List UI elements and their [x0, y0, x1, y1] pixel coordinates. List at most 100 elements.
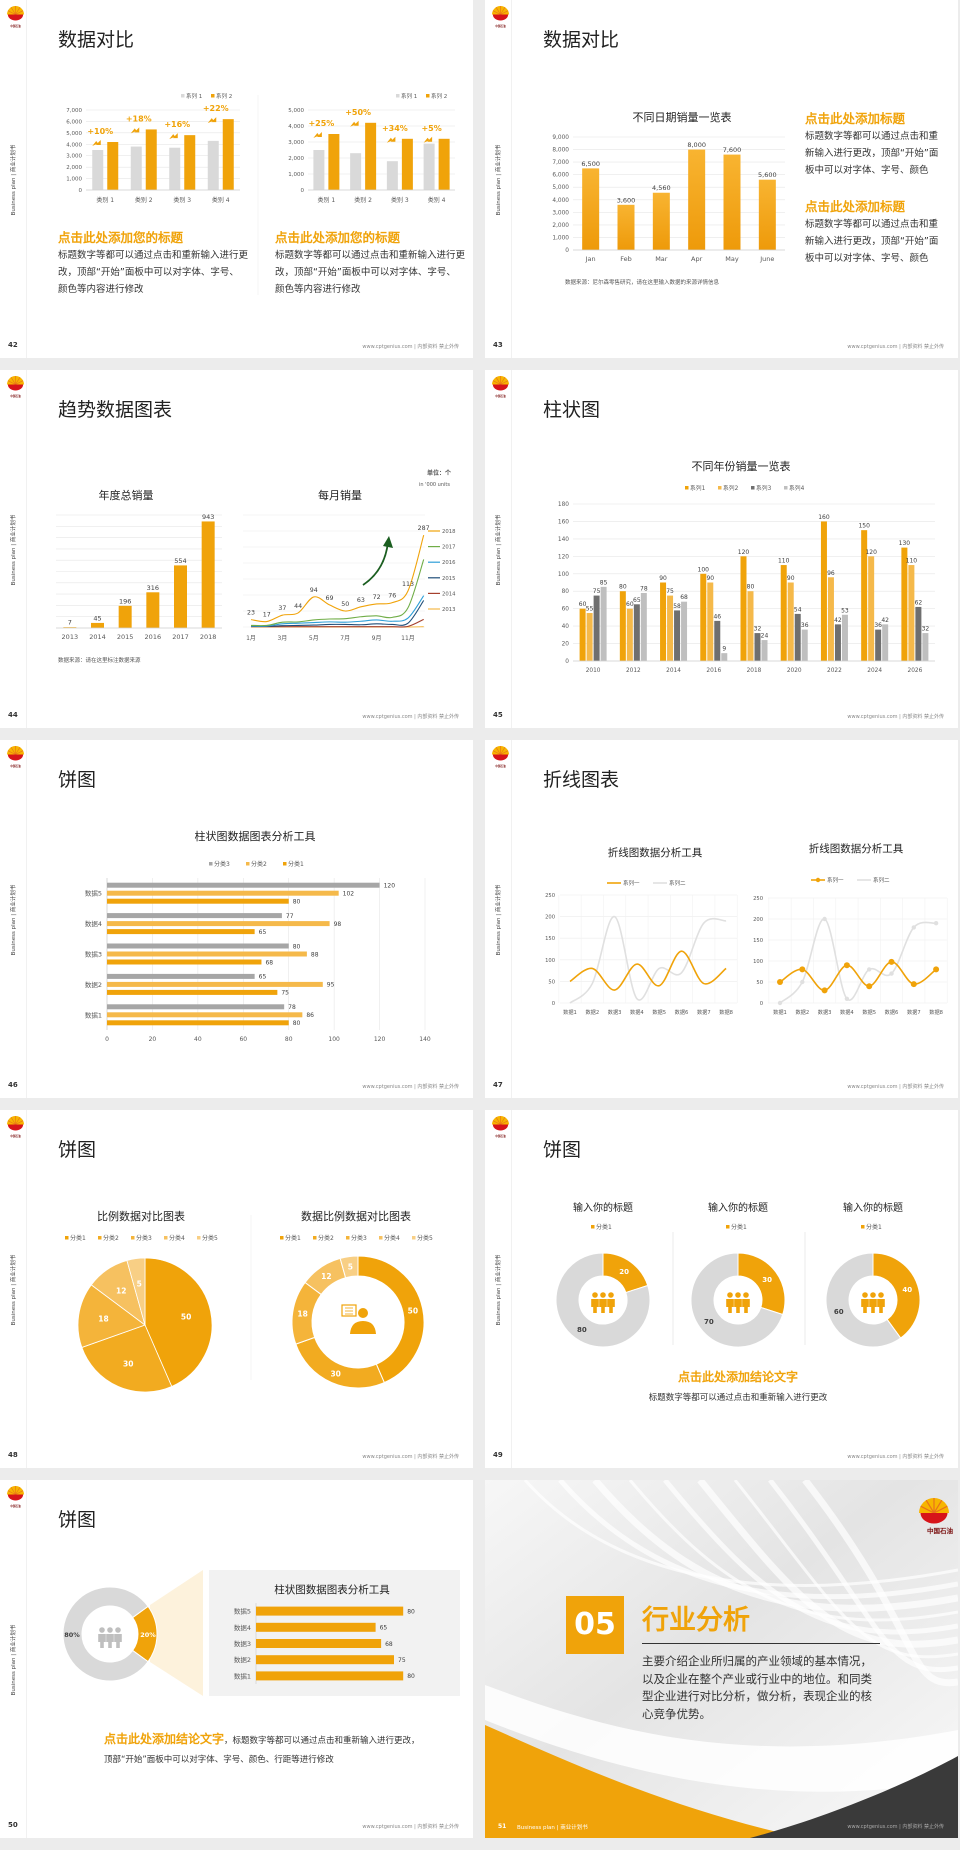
bar	[834, 624, 841, 661]
bar	[619, 591, 626, 661]
slide-45[interactable]: 中国石油 不同年份销量一览表 系列1 系列2 系列3 系列4 0 20 40 60 80 100 120…	[485, 370, 958, 728]
y-tick-label: 数据3	[234, 1639, 251, 1648]
side-label: Business plan | 商业计划书	[11, 1254, 17, 1326]
conclusion-heading[interactable]: 点击此处添加结论文字	[104, 1732, 225, 1746]
slide-42[interactable]: 中国石油 0 1,000 2,000 3,000 4,000 5,000 6,000 7,000…	[0, 0, 473, 358]
data-label: 63	[357, 597, 365, 604]
block-body[interactable]: 标题数字等都可以通过点击和重新输入进行更改，顶部“开始”面板中可以对字体、字号、…	[58, 250, 249, 295]
data-point	[867, 967, 872, 972]
y-tick-label: 数据4	[85, 919, 102, 928]
chart-title: 输入你的标题	[573, 1201, 633, 1214]
section-title[interactable]: 行业分析	[642, 1605, 750, 1636]
y-tick-label: 0	[301, 188, 305, 194]
conclusion-text: 点击此处添加结论文字，标题数字等都可以通过点击和重新输入进行更改，顶部“开始”面…	[104, 1730, 424, 1770]
bar	[423, 143, 435, 190]
data-label: 86	[306, 1012, 314, 1019]
legend-label: 系列 1	[401, 92, 417, 100]
data-label: 8,000	[687, 141, 706, 149]
slice-label: 30	[762, 1276, 772, 1284]
slide-46[interactable]: 中国石油 柱状图数据图表分析工具 分类3 分类2 分类1 0 20 40 60 80 100 120 1…	[0, 740, 473, 1098]
slide-47[interactable]: 中国石油 折线图数据分析工具 折线图数据分析工具 系列一 系列二 系列一 系列二 0 50 100…	[485, 740, 958, 1098]
logo-base	[7, 384, 24, 391]
person-body	[861, 1299, 869, 1313]
bar	[107, 1020, 289, 1026]
data-source: 数据来源：请在这里标注数据来源	[58, 658, 141, 664]
conclusion-body[interactable]: ，标题数字等都可以通过点击和重新输入进行更改，顶部“开始”面板中可以对字体、字号…	[104, 1736, 420, 1765]
arrow-icon	[350, 120, 359, 127]
person-head	[743, 1292, 749, 1298]
logo-ray	[15, 1487, 21, 1495]
bar	[700, 573, 707, 661]
bar	[626, 608, 633, 661]
logo-base	[920, 1513, 948, 1524]
logo-ray	[15, 747, 21, 755]
legend-label: 分类1	[288, 860, 304, 868]
block-heading[interactable]: 点击此处添加标题	[805, 199, 906, 214]
section-body[interactable]: 主要介绍企业所归属的产业领域的基本情况，以及企业在整个产业或行业中的地位。和同类…	[642, 1654, 872, 1721]
person-head	[735, 1292, 741, 1298]
bar	[169, 147, 181, 190]
person-body	[106, 1634, 114, 1648]
page-number: 42	[8, 341, 18, 349]
bar	[787, 582, 794, 661]
x-tick-label: 类别 3	[173, 196, 191, 204]
slide-43[interactable]: 中国石油 不同日期销量一览表 0 1,000 2,000 3,000 4,000 5,000 6…	[485, 0, 958, 358]
page-number: 45	[493, 711, 503, 719]
block-body[interactable]: 标题数字等都可以通过点击和重新输入进行更改，顶部“开始”面板中可以对字体、字号、…	[805, 131, 939, 176]
data-label: 7	[68, 619, 72, 627]
block-body[interactable]: 标题数字等都可以通过点击和重新输入进行更改，顶部“开始”面板中可以对字体、字号、…	[275, 250, 466, 295]
footer-text: www.cptgenius.com | 内部资料 禁止外传	[847, 344, 944, 350]
x-tick-label: 2013	[62, 633, 79, 641]
block-heading[interactable]: 点击此处添加您的标题	[275, 230, 401, 245]
bar	[593, 595, 600, 661]
arrow-icon	[92, 140, 101, 146]
block-body[interactable]: 标题数字等都可以通过点击和重新输入进行更改，顶部“开始”面板中可以对字体、字号、…	[805, 219, 939, 264]
data-label: 58	[673, 603, 681, 610]
series-line	[250, 535, 425, 623]
legend-label: 系列3	[756, 484, 772, 492]
logo-ray	[500, 380, 509, 385]
sidebar-divider	[26, 0, 27, 358]
x-tick-label: 类别 2	[354, 196, 372, 204]
bar	[617, 204, 635, 250]
legend-label: 分类1	[285, 1234, 301, 1242]
conclusion-body[interactable]: 标题数字等都可以通过点击和重新输入进行更改	[648, 1393, 828, 1403]
slide-50[interactable]: 中国石油 20% 80% 柱状图数据图表分析工具 数据1 80 数据2 75 数据3 68 数据4 6…	[0, 1480, 473, 1838]
data-label: 69	[325, 595, 333, 602]
unit-label: 单位：个	[427, 470, 452, 477]
legend-item: 分类2	[246, 860, 267, 868]
chart-title: 输入你的标题	[843, 1201, 903, 1214]
bar	[579, 608, 586, 661]
y-tick-label: 0	[79, 188, 83, 194]
slide-48[interactable]: 中国石油 比例数据对比图表 数据比例数据对比图表 分类1 分类2 分类3 分类4 分类5 分类1…	[0, 1110, 473, 1468]
slice-label: 40	[902, 1286, 912, 1294]
legend-label: 分类1	[70, 1234, 86, 1242]
data-point	[799, 966, 806, 973]
slide-49[interactable]: 中国石油 输入你的标题 分类1 20 80 输入你的标题 分类1 30 70 输入你的标题 分类1 4…	[485, 1110, 958, 1468]
logo-ray	[10, 1487, 16, 1495]
block-heading[interactable]: 点击此处添加标题	[805, 111, 906, 126]
chart-title: 折线图数据分析工具	[608, 846, 703, 859]
bar	[747, 591, 754, 661]
legend-swatch-icon	[164, 1236, 168, 1240]
chart-title: 年度总销量	[99, 488, 154, 502]
block-heading[interactable]: 点击此处添加您的标题	[58, 230, 184, 245]
conclusion-heading[interactable]: 点击此处添加结论文字	[677, 1370, 798, 1384]
footer-text: www.cptgenius.com | 内部资料 禁止外传	[847, 714, 944, 720]
bar	[780, 565, 787, 661]
slide-51-section[interactable]: 05 行业分析 主要介绍企业所归属的产业领域的基本情况，以及企业在整个产业或行业…	[485, 1480, 958, 1838]
consultant-icon	[341, 1304, 376, 1334]
person-body	[599, 1299, 607, 1313]
bar	[256, 1622, 376, 1632]
y-tick-label: 数据1	[85, 1010, 102, 1019]
annotation-label: +16%	[164, 120, 190, 129]
chart-title: 柱状图数据图表分析工具	[195, 829, 316, 843]
data-label: 100	[698, 566, 710, 573]
slide-44[interactable]: 中国石油 年度总销量 每月销量 7 2013 45 2014 196 2015 316 2016 55…	[0, 370, 473, 728]
legend-swatch-icon	[718, 486, 722, 490]
data-label: 150	[858, 523, 870, 530]
data-label: 77	[286, 913, 294, 920]
person-body	[742, 1299, 750, 1313]
logo-ray	[500, 747, 506, 755]
series-line	[250, 559, 425, 627]
